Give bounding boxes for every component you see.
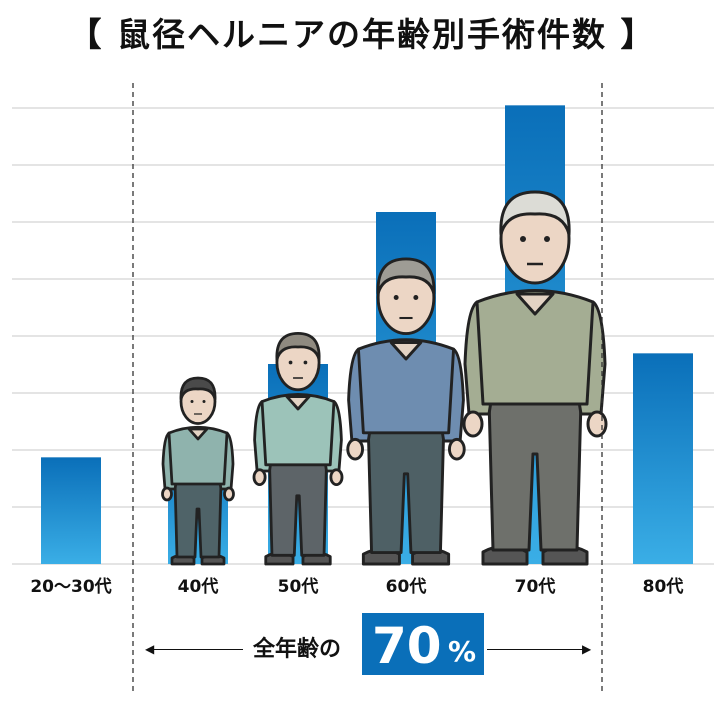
x-tick-label: 80代: [643, 576, 684, 597]
bar: [41, 457, 101, 564]
x-tick-label: 40代: [178, 576, 219, 597]
x-tick-label: 50代: [278, 576, 319, 597]
arrow-left-line: [148, 649, 243, 650]
chart-title: 【 鼠径ヘルニアの年齢別手術件数 】: [68, 15, 656, 54]
x-tick-label: 70代: [515, 576, 556, 597]
x-tick-labels: 20～30代 40代 50代 60代 70代 80代: [30, 576, 683, 597]
x-tick-label: 60代: [386, 576, 427, 597]
arrow-right-icon: ▶: [582, 642, 592, 656]
person-figure: [346, 257, 466, 566]
x-tick-label: 20～30代: [30, 576, 111, 597]
person-figure: [252, 331, 344, 566]
percentage-value: 70: [372, 617, 442, 675]
bar: [633, 353, 693, 564]
percentage-unit: %: [448, 635, 477, 668]
person-figure: [161, 376, 235, 566]
arrow-right-line: [487, 649, 589, 650]
highlight-summary: ◀ 全年齢の 70 % ▶: [145, 613, 595, 675]
gridlines: [12, 107, 714, 565]
summary-prefix: 全年齢の: [253, 637, 342, 662]
percentage-box: 70 %: [362, 613, 484, 675]
